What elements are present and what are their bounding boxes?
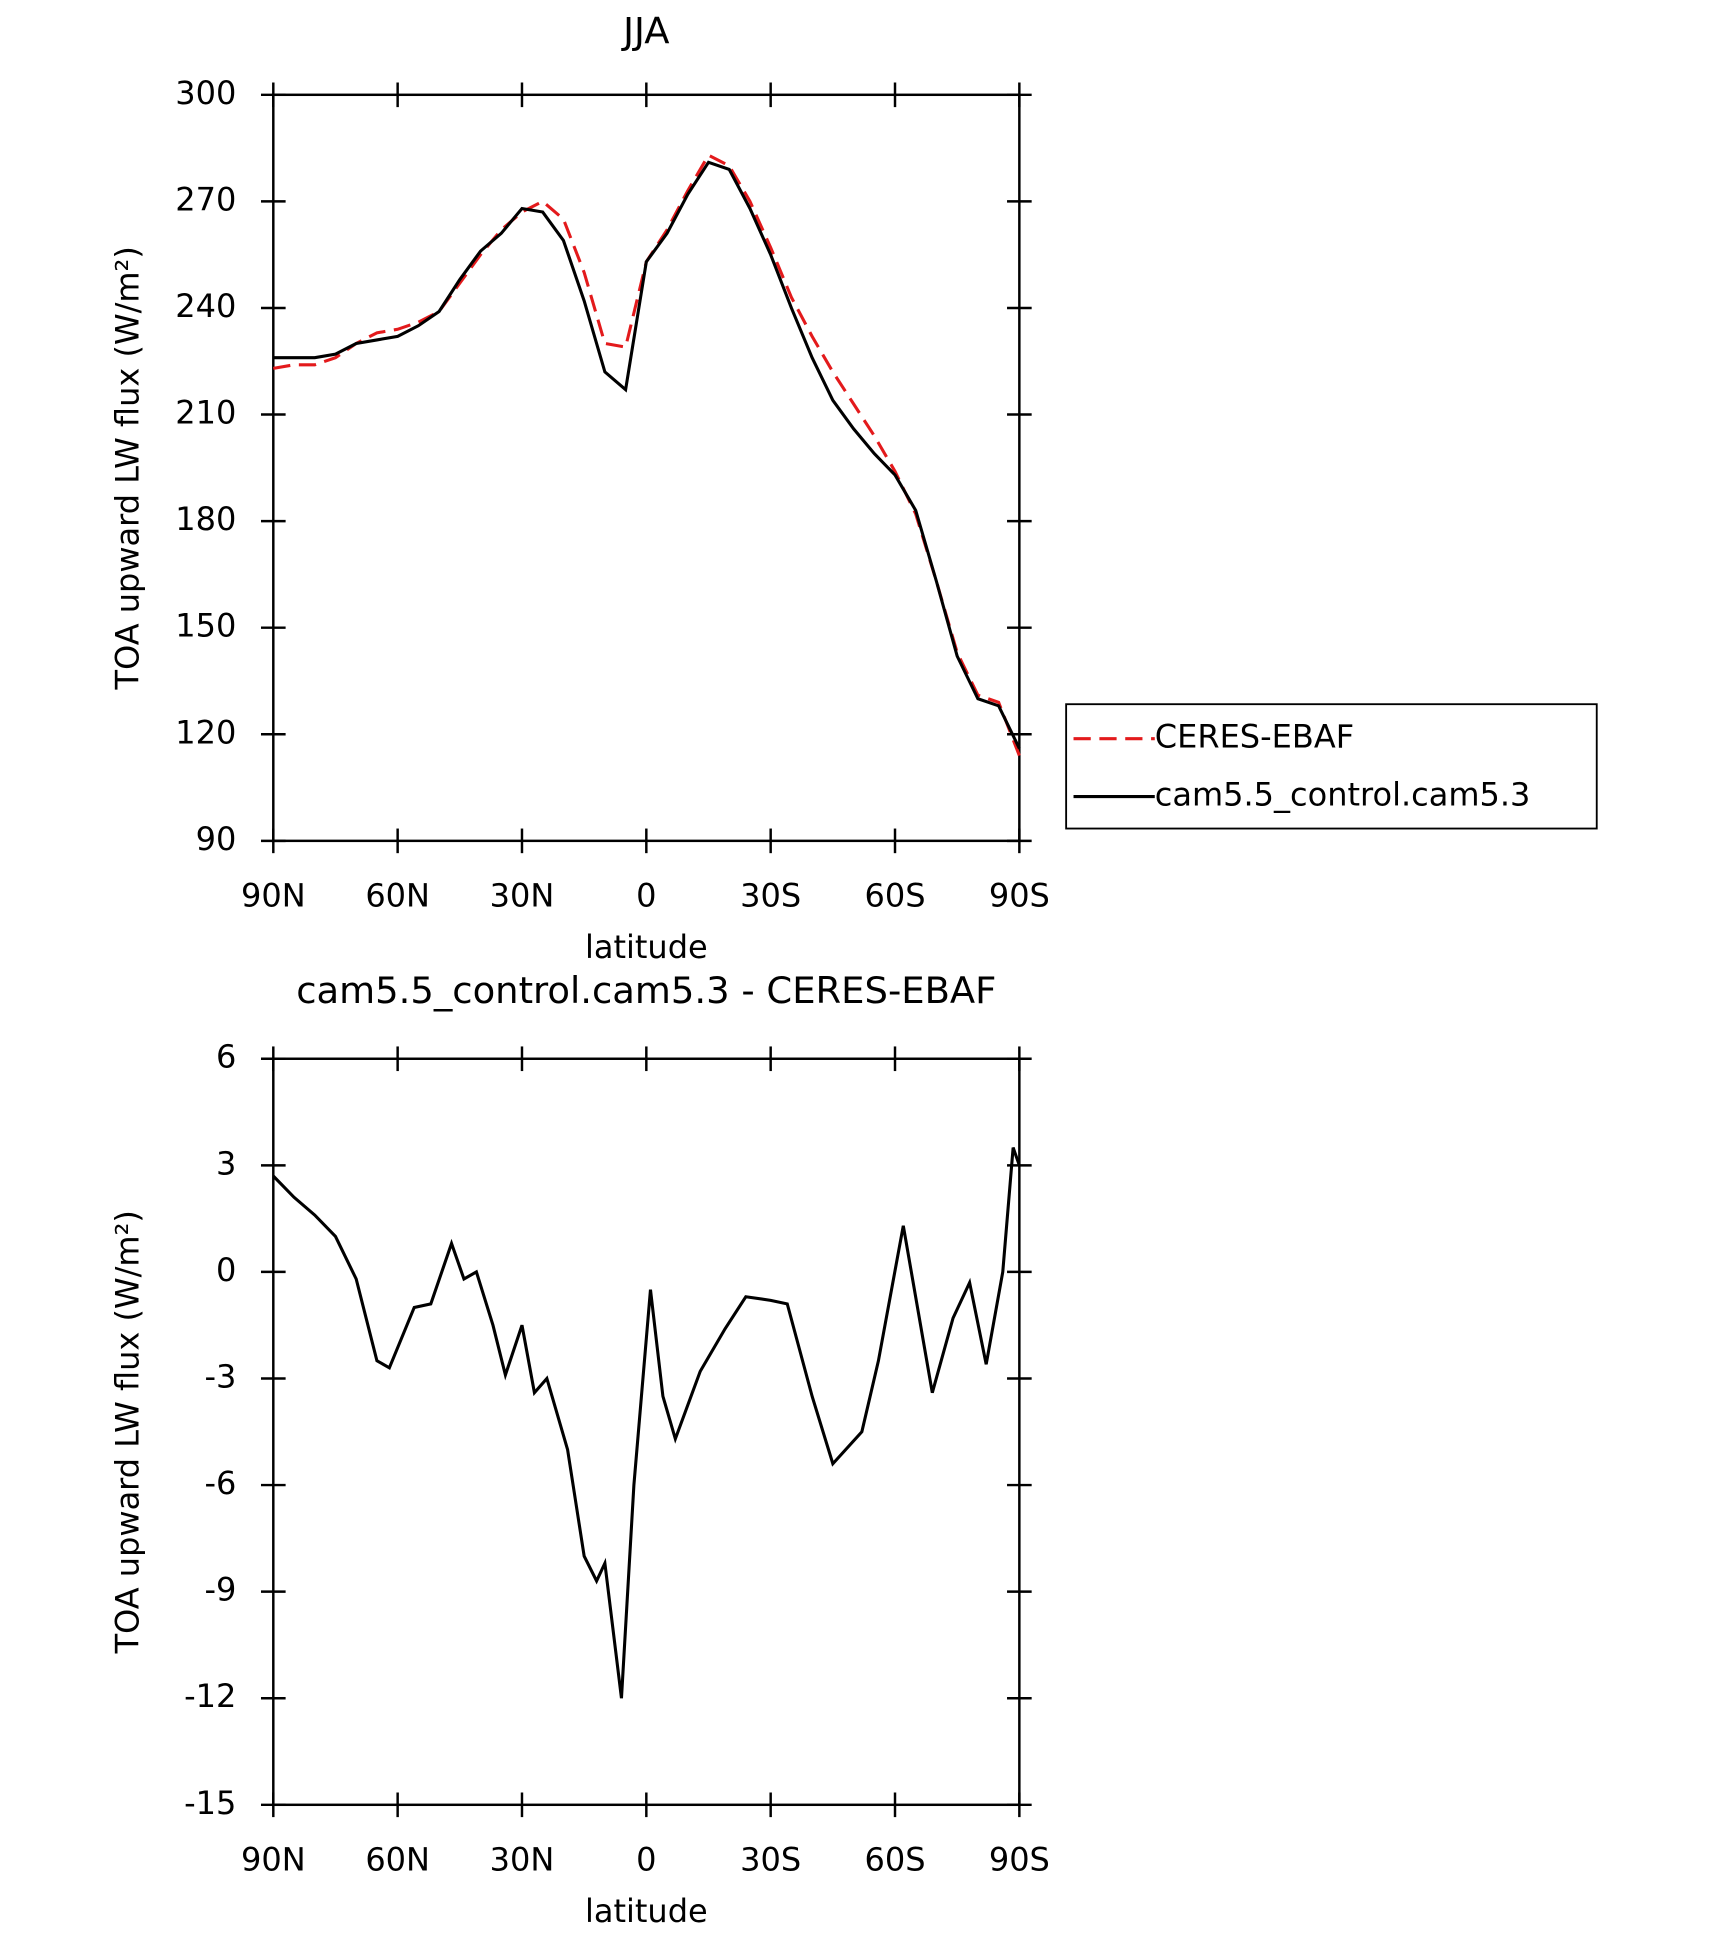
y-tick-label: 240 [175,287,236,325]
y-tick-label: 270 [175,180,236,218]
legend-label: cam5.5_control.cam5.3 [1155,776,1531,814]
legend-label: CERES-EBAF [1155,718,1354,756]
y-tick-label: -6 [204,1464,236,1502]
chart-title: JJA [621,10,669,53]
y-tick-label: 120 [175,713,236,751]
x-tick-label: 90N [241,876,306,914]
y-tick-label: 0 [216,1251,236,1289]
y-axis-label: TOA upward LW flux (W/m²) [108,1210,146,1654]
y-tick-label: -12 [184,1677,236,1715]
plot-frame [272,93,1021,843]
x-axis-label: latitude [585,1892,708,1930]
y-tick-label: -9 [204,1571,236,1609]
x-tick-label: 90N [241,1840,306,1878]
y-tick-label: -15 [184,1784,236,1822]
y-tick-label: 6 [216,1038,236,1076]
x-tick-label: 30N [490,1840,555,1878]
x-tick-label: 60S [864,876,925,914]
x-tick-label: 60N [365,1840,430,1878]
data-line [272,1147,1021,1699]
y-tick-label: 90 [196,820,237,858]
x-tick-label: 60S [864,1840,925,1878]
y-tick-label: 150 [175,607,236,645]
y-tick-label: -3 [204,1357,236,1395]
legend-box [1065,703,1598,830]
plot-frame [272,1057,1021,1807]
x-tick-label: 90S [989,1840,1050,1878]
data-line [273,153,1021,757]
x-axis-label: latitude [585,928,708,966]
y-axis-label: TOA upward LW flux (W/m²) [108,246,146,690]
data-line [273,160,1021,750]
x-tick-label: 0 [636,1840,656,1878]
x-tick-label: 30S [740,876,801,914]
x-tick-label: 0 [636,876,656,914]
chart-title: cam5.5_control.cam5.3 - CERES-EBAF [296,969,996,1012]
y-tick-label: 300 [175,74,236,112]
y-tick-label: 180 [175,500,236,538]
x-tick-label: 60N [365,876,430,914]
x-tick-label: 90S [989,876,1050,914]
x-tick-label: 30N [490,876,555,914]
y-tick-label: 3 [216,1144,236,1182]
y-tick-label: 210 [175,394,236,432]
x-tick-label: 30S [740,1840,801,1878]
